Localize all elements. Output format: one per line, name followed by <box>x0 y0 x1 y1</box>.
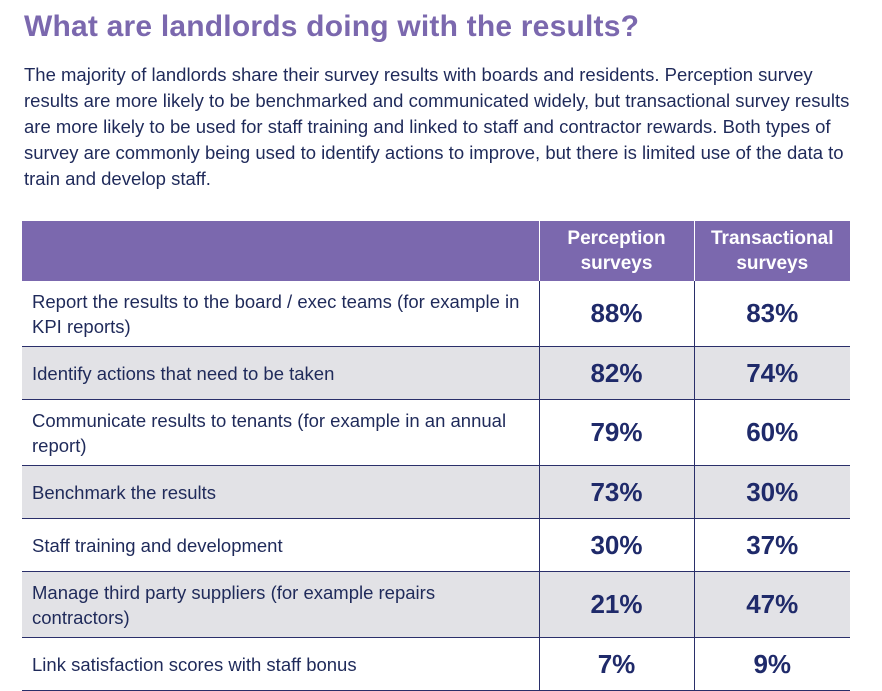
row-action: Report the results to the board / exec t… <box>22 281 539 347</box>
row-transactional-value: 37% <box>693 518 850 572</box>
table-row: Report the results to the board / exec t… <box>22 281 850 347</box>
row-perception-value: 88% <box>538 281 694 347</box>
table-row: Communicate results to tenants (for exam… <box>22 399 850 466</box>
row-action: Identify actions that need to be taken <box>22 346 539 400</box>
row-transactional-value: 60% <box>693 399 850 466</box>
header-action <box>22 221 539 281</box>
table-row: Manage third party suppliers (for exampl… <box>22 571 850 638</box>
page: What are landlords doing with the result… <box>22 10 850 691</box>
header-transactional-surveys: Transactional surveys <box>693 221 850 281</box>
table-row: Link satisfaction scores with staff bonu… <box>22 637 850 691</box>
row-transactional-value: 83% <box>693 281 850 347</box>
row-transactional-value: 47% <box>693 571 850 638</box>
results-table: Perception surveys Transactional surveys… <box>22 221 850 691</box>
row-perception-value: 7% <box>538 637 694 691</box>
row-action: Communicate results to tenants (for exam… <box>22 399 539 466</box>
row-perception-value: 79% <box>538 399 694 466</box>
row-transactional-value: 9% <box>693 637 850 691</box>
table-row: Identify actions that need to be taken 8… <box>22 346 850 400</box>
row-perception-value: 82% <box>538 346 694 400</box>
row-action: Link satisfaction scores with staff bonu… <box>22 637 539 691</box>
row-transactional-value: 30% <box>693 465 850 519</box>
row-action: Staff training and development <box>22 518 539 572</box>
page-title: What are landlords doing with the result… <box>24 10 640 43</box>
row-transactional-value: 74% <box>693 346 850 400</box>
table-row: Staff training and development 30% 37% <box>22 518 850 572</box>
row-action: Manage third party suppliers (for exampl… <box>22 571 539 638</box>
row-perception-value: 30% <box>538 518 694 572</box>
table-header-row: Perception surveys Transactional surveys <box>22 221 850 281</box>
row-action: Benchmark the results <box>22 465 539 519</box>
row-perception-value: 73% <box>538 465 694 519</box>
table-row: Benchmark the results 73% 30% <box>22 465 850 519</box>
row-perception-value: 21% <box>538 571 694 638</box>
header-perception-surveys: Perception surveys <box>538 221 694 281</box>
intro-paragraph: The majority of landlords share their su… <box>24 64 850 189</box>
